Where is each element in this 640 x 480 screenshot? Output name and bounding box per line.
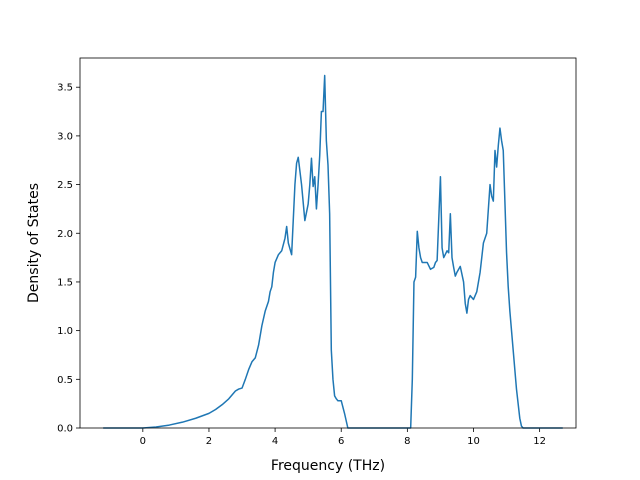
y-tick-label: 3.0 [57,131,73,142]
x-tick-label: 8 [404,436,410,447]
x-tick-label: 0 [140,436,146,447]
y-tick-label: 1.0 [57,326,73,337]
y-axis-ticks: 0.0 0.5 1.0 1.5 2.0 2.5 3.0 3.5 [57,83,80,435]
plot-background [80,58,576,428]
y-tick-label: 2.5 [57,180,73,191]
y-tick-label: 3.5 [57,83,73,94]
y-tick-label: 1.5 [57,277,73,288]
x-tick-label: 2 [206,436,212,447]
y-tick-label: 0.5 [57,375,73,386]
plot-frame [79,57,577,429]
y-tick-label: 0.0 [57,424,73,435]
x-tick-label: 10 [467,436,480,447]
x-tick-label: 6 [338,436,344,447]
x-tick-label: 12 [533,436,546,447]
x-tick-label: 4 [272,436,278,447]
x-axis-ticks: 0 2 4 6 8 10 12 [140,428,546,447]
y-tick-label: 2.0 [57,229,73,240]
y-axis-label: Density of States [26,183,42,303]
x-axis-label: Frequency (THz) [271,458,385,474]
